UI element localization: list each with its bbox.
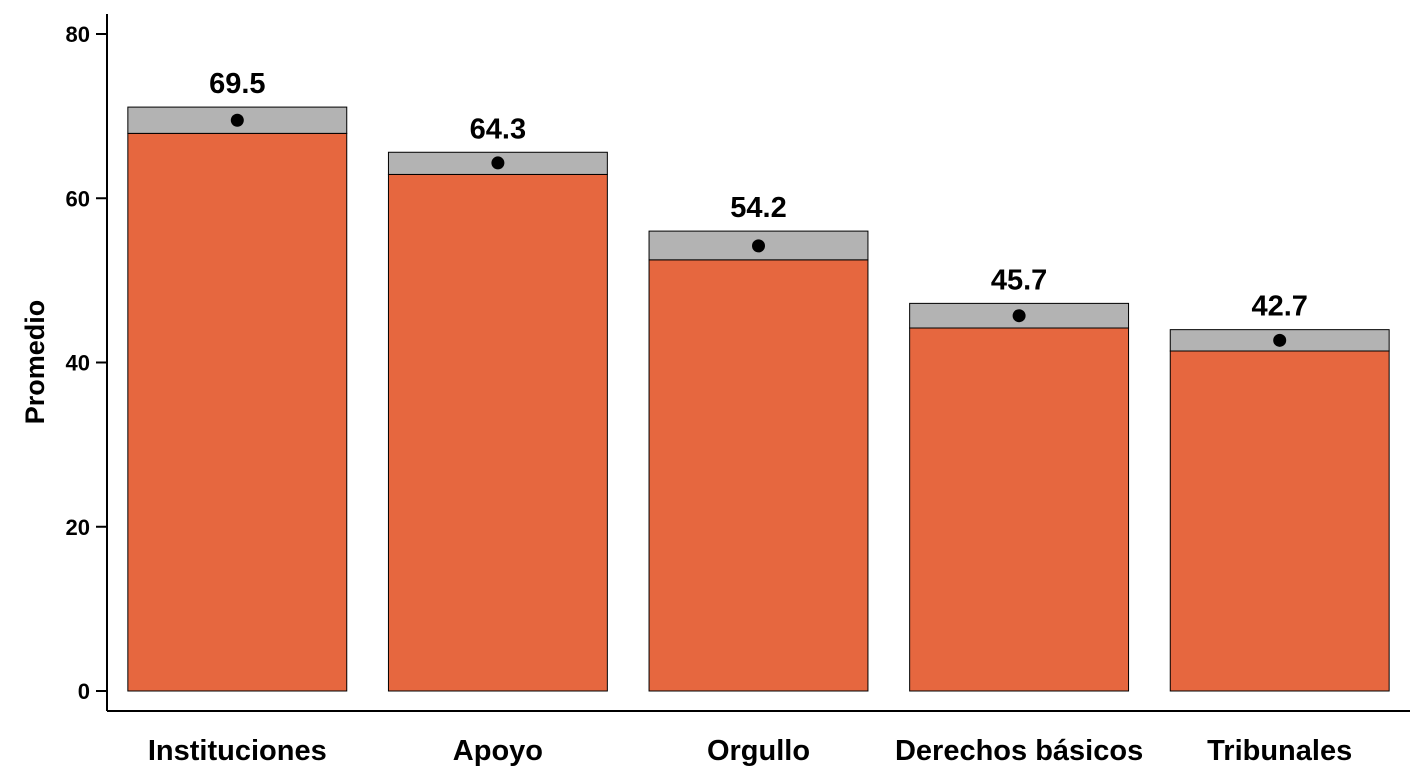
bar: [648, 259, 869, 692]
x-tick-label: Tribunales: [1207, 735, 1352, 767]
mean-point: [491, 156, 505, 170]
value-label: 54.2: [730, 192, 786, 224]
y-axis: 0 20 40 60 80: [66, 14, 108, 711]
x-tick-label: Instituciones: [148, 735, 327, 767]
x-tick-label: Derechos básicos: [895, 735, 1143, 767]
y-axis-title: Promedio: [20, 300, 50, 425]
bar: [127, 132, 348, 692]
value-label: 69.5: [209, 68, 265, 100]
value-label: 45.7: [991, 264, 1047, 296]
mean-point: [1012, 309, 1026, 323]
bar: [387, 173, 608, 692]
bar: [1169, 350, 1390, 692]
x-tick-label: Orgullo: [707, 735, 810, 767]
x-tick-label: Apoyo: [453, 735, 543, 767]
y-tick-label: 20: [66, 515, 90, 540]
mean-point: [230, 113, 244, 127]
value-label: 64.3: [470, 113, 526, 145]
labels-group: 69.5 Instituciones 64.3 Apoyo 54.2 Orgullo 45.…: [148, 68, 1352, 767]
bars-group: [127, 106, 1390, 692]
bar: [909, 327, 1130, 692]
y-tick-label: 40: [66, 351, 90, 376]
ci-band: [909, 302, 1130, 329]
y-tick-label: 60: [66, 186, 90, 211]
value-label: 42.7: [1251, 291, 1307, 323]
y-tick-label: 0: [78, 679, 90, 704]
y-tick-label: 80: [66, 22, 90, 47]
mean-point: [752, 239, 765, 253]
mean-point: [1273, 333, 1287, 347]
